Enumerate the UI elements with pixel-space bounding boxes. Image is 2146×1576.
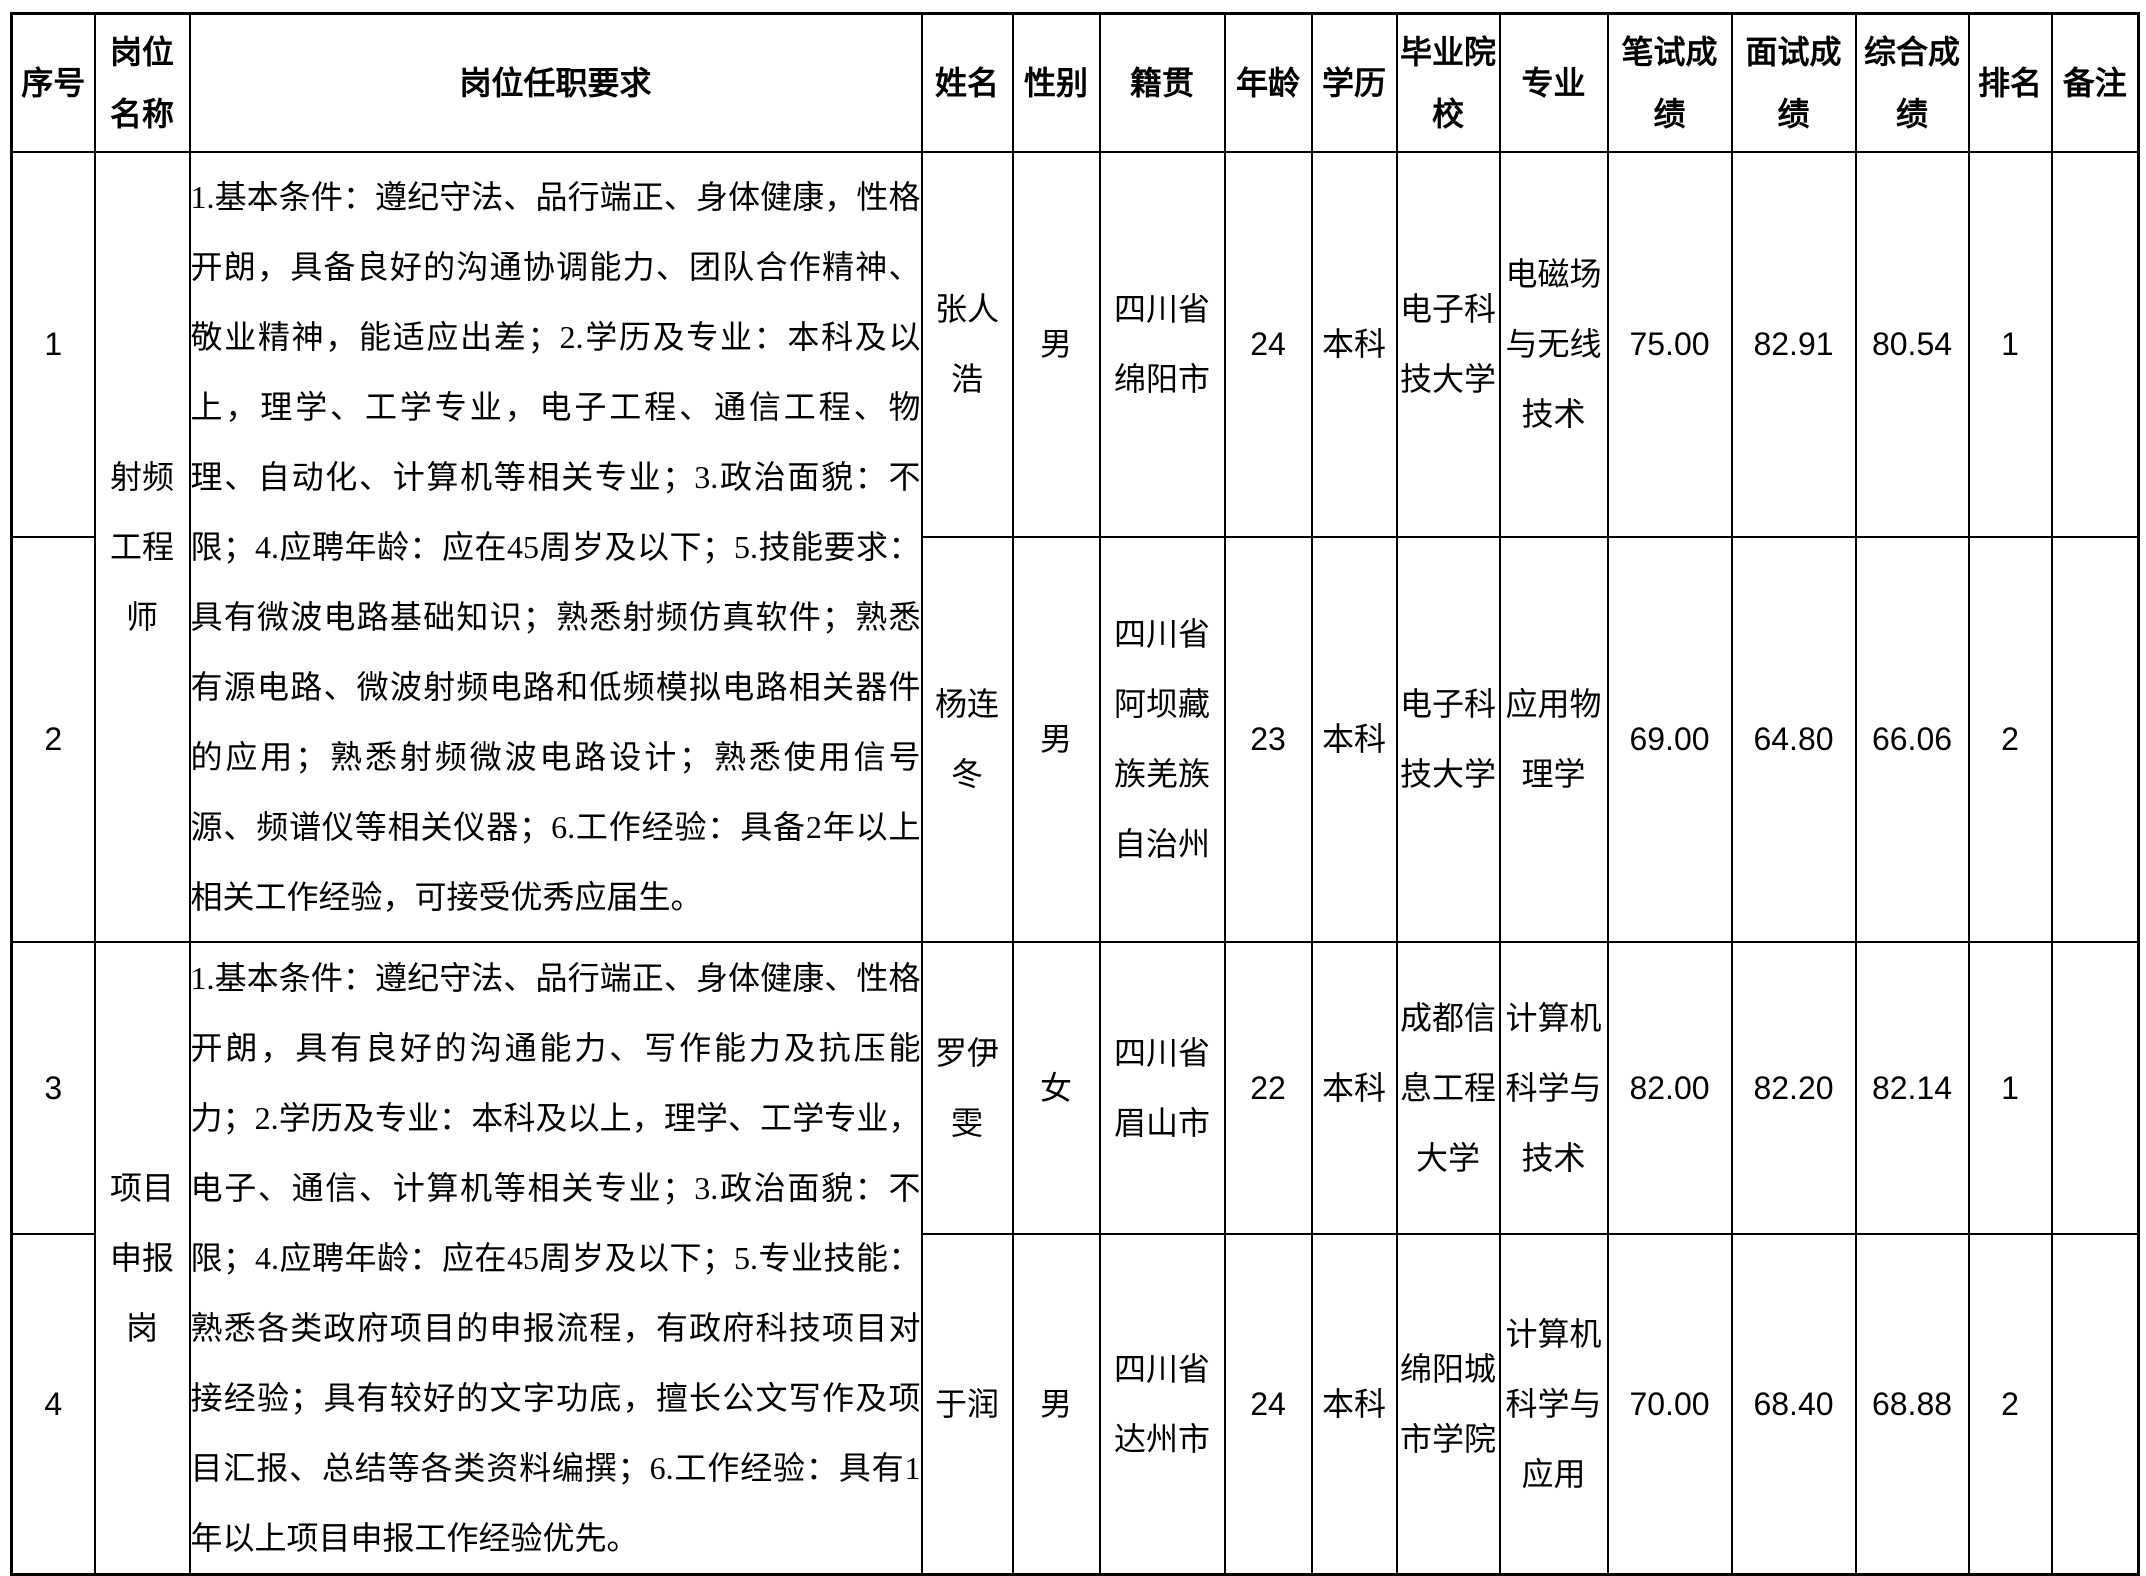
header-rank: 排名 (1967, 12, 2053, 153)
header-name: 姓名 (920, 12, 1014, 153)
cell-hometown: 四川省绵阳市 (1098, 150, 1226, 538)
cell-written-score: 69.00 (1606, 535, 1733, 943)
cell-seq: 1 (10, 150, 96, 538)
cell-rank: 2 (1967, 1232, 2053, 1576)
cell-remark (2050, 150, 2140, 538)
cell-remark (2050, 940, 2140, 1235)
cell-name: 张人浩 (920, 150, 1014, 538)
cell-major: 电磁场与无线技术 (1498, 150, 1609, 538)
header-written-score: 笔试成绩 (1606, 12, 1733, 153)
cell-written-score: 70.00 (1606, 1232, 1733, 1576)
cell-education: 本科 (1310, 940, 1398, 1235)
cell-school: 电子科技大学 (1395, 535, 1501, 943)
cell-requirements: 1.基本条件：遵纪守法、品行端正、身体健康、性格开朗，具有良好的沟通能力、写作能… (188, 940, 923, 1575)
cell-name: 杨连冬 (920, 535, 1014, 943)
cell-gender: 男 (1011, 535, 1101, 943)
cell-education: 本科 (1310, 1232, 1398, 1576)
header-school: 毕业院校 (1395, 12, 1501, 153)
cell-education: 本科 (1310, 535, 1398, 943)
cell-school: 绵阳城市学院 (1395, 1232, 1501, 1576)
table-row-1: 1 射频工程师 1.基本条件：遵纪守法、品行端正、身体健康，性格开朗，具备良好的… (10, 150, 2140, 943)
cell-interview-score: 82.91 (1730, 150, 1857, 538)
cell-school: 成都信息工程大学 (1395, 940, 1501, 1235)
header-overall-score: 综合成绩 (1854, 12, 1970, 153)
cell-school: 电子科技大学 (1395, 150, 1501, 538)
header-interview-score: 面试成绩 (1730, 12, 1857, 153)
header-age: 年龄 (1223, 12, 1313, 153)
header-position: 岗位名称 (93, 12, 191, 153)
cell-interview-score: 64.80 (1730, 535, 1857, 943)
cell-hometown: 四川省眉山市 (1098, 940, 1226, 1235)
cell-written-score: 82.00 (1606, 940, 1733, 1235)
header-major: 专业 (1498, 12, 1609, 153)
cell-age: 23 (1223, 535, 1313, 943)
cell-age: 22 (1223, 940, 1313, 1235)
header-education: 学历 (1310, 12, 1398, 153)
header-remark: 备注 (2050, 12, 2140, 153)
table-row-3: 3 项目申报岗 1.基本条件：遵纪守法、品行端正、身体健康、性格开朗，具有良好的… (10, 940, 2140, 1575)
cell-overall-score: 68.88 (1854, 1232, 1970, 1576)
cell-name: 罗伊雯 (920, 940, 1014, 1235)
cell-rank: 2 (1967, 535, 2053, 943)
document-sheet: 序号 岗位名称 岗位任职要求 姓名 性别 籍贯 年龄 学历 毕业院校 专业 笔试… (10, 12, 2140, 1576)
cell-major: 计算机科学与应用 (1498, 1232, 1609, 1576)
header-gender: 性别 (1011, 12, 1101, 153)
header-seq: 序号 (10, 12, 96, 153)
cell-seq: 4 (10, 1232, 96, 1576)
cell-education: 本科 (1310, 150, 1398, 538)
cell-position: 项目申报岗 (93, 940, 191, 1575)
cell-major: 计算机科学与技术 (1498, 940, 1609, 1235)
cell-gender: 女 (1011, 940, 1101, 1235)
cell-interview-score: 82.20 (1730, 940, 1857, 1235)
header-requirements: 岗位任职要求 (188, 12, 923, 153)
cell-rank: 1 (1967, 940, 2053, 1235)
cell-rank: 1 (1967, 150, 2053, 538)
cell-gender: 男 (1011, 1232, 1101, 1576)
cell-hometown: 四川省达州市 (1098, 1232, 1226, 1576)
cell-requirements: 1.基本条件：遵纪守法、品行端正、身体健康，性格开朗，具备良好的沟通协调能力、团… (188, 150, 923, 943)
cell-seq: 3 (10, 940, 96, 1235)
cell-position: 射频工程师 (93, 150, 191, 943)
cell-overall-score: 80.54 (1854, 150, 1970, 538)
cell-gender: 男 (1011, 150, 1101, 538)
cell-interview-score: 68.40 (1730, 1232, 1857, 1576)
cell-written-score: 75.00 (1606, 150, 1733, 538)
cell-remark (2050, 1232, 2140, 1576)
cell-major: 应用物理学 (1498, 535, 1609, 943)
cell-name: 于润 (920, 1232, 1014, 1576)
cell-age: 24 (1223, 150, 1313, 538)
header-hometown: 籍贯 (1098, 12, 1226, 153)
cell-seq: 2 (10, 535, 96, 943)
cell-overall-score: 82.14 (1854, 940, 1970, 1235)
cell-hometown: 四川省阿坝藏族羌族自治州 (1098, 535, 1226, 943)
recruitment-results-table: 序号 岗位名称 岗位任职要求 姓名 性别 籍贯 年龄 学历 毕业院校 专业 笔试… (10, 12, 2140, 1576)
cell-remark (2050, 535, 2140, 943)
header-row: 序号 岗位名称 岗位任职要求 姓名 性别 籍贯 年龄 学历 毕业院校 专业 笔试… (10, 12, 2140, 153)
cell-overall-score: 66.06 (1854, 535, 1970, 943)
table-row-2: 2 杨连冬 男 四川省阿坝藏族羌族自治州 23 本科 电子科技大学 应用物理学 … (10, 535, 2140, 943)
cell-age: 24 (1223, 1232, 1313, 1576)
